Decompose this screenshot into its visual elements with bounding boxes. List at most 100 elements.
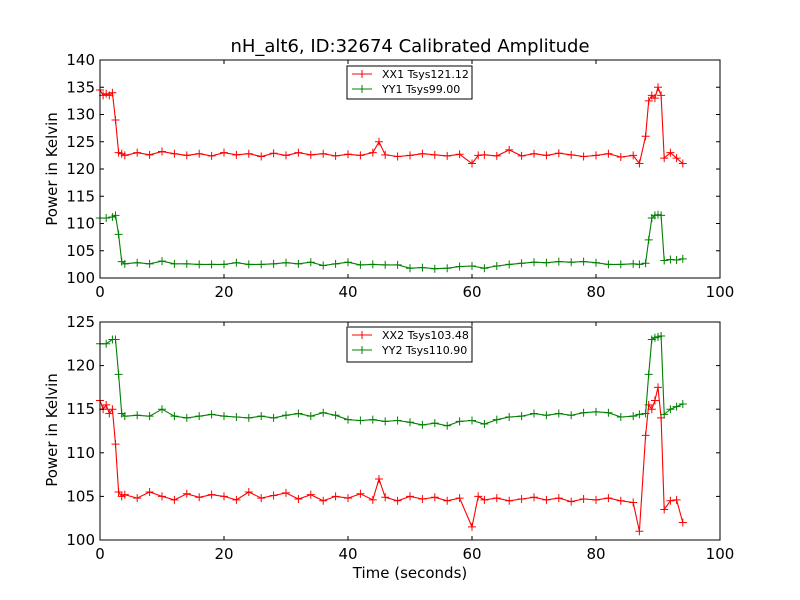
data-point [492, 151, 501, 160]
data-point [644, 96, 653, 105]
data-point [579, 408, 588, 417]
data-point [207, 410, 216, 419]
y-tick-label: 115 [66, 187, 95, 205]
data-point [368, 415, 377, 424]
data-point [480, 420, 489, 429]
data-point [306, 150, 315, 159]
x-tick-label: 0 [95, 283, 105, 301]
data-point [220, 148, 228, 157]
data-point [269, 491, 278, 500]
data-point [244, 413, 253, 422]
data-point [678, 518, 687, 527]
data-point [344, 150, 352, 159]
data-point [381, 150, 390, 159]
x-tick-label: 40 [338, 545, 357, 563]
data-point [657, 211, 666, 220]
data-point [443, 264, 452, 273]
legend-label: XX2 Tsys103.48 [382, 329, 469, 342]
data-point [542, 151, 551, 160]
data-point [604, 494, 613, 503]
y-tick-label: 115 [66, 400, 95, 418]
data-point [567, 258, 576, 267]
data-point [418, 149, 427, 158]
data-point [635, 260, 644, 269]
data-point [120, 151, 129, 160]
data-point [480, 264, 489, 273]
data-point [294, 259, 303, 268]
data-point [294, 409, 303, 418]
data-point [232, 258, 241, 267]
data-point [111, 115, 120, 124]
data-point [480, 150, 489, 159]
data-point [592, 495, 600, 504]
data-point [505, 496, 514, 505]
data-point [644, 235, 653, 244]
data-point [331, 259, 340, 268]
data-point [356, 416, 365, 425]
data-point [207, 490, 216, 499]
data-point [579, 257, 588, 266]
data-point [629, 412, 638, 421]
data-point [111, 335, 120, 344]
data-point [170, 149, 179, 158]
data-point [554, 494, 563, 503]
data-point [406, 492, 414, 501]
data-point [666, 148, 675, 157]
data-point [430, 150, 439, 159]
data-point [319, 408, 328, 417]
data-point [641, 431, 650, 440]
x-tick-label: 20 [214, 545, 233, 563]
data-point [672, 402, 681, 411]
data-point [635, 527, 644, 536]
data-point [650, 94, 659, 103]
data-point [170, 259, 179, 268]
data-point [257, 494, 266, 503]
legend-marker [358, 331, 366, 339]
data-point [616, 413, 625, 422]
data-point [629, 259, 638, 268]
data-point [244, 149, 253, 158]
data-point [393, 416, 402, 425]
data-point [381, 260, 390, 269]
data-point [492, 262, 501, 271]
data-point [356, 260, 365, 269]
data-point [480, 495, 489, 504]
data-point [108, 405, 117, 414]
data-point [678, 399, 687, 408]
data-point [468, 416, 476, 425]
data-point [133, 148, 142, 157]
data-point [120, 259, 129, 268]
data-point [641, 409, 650, 418]
data-point [542, 258, 551, 267]
data-point [170, 495, 179, 504]
data-point [114, 488, 123, 497]
y-tick-label: 110 [66, 215, 95, 233]
data-point [517, 495, 526, 504]
data-point [654, 83, 662, 92]
data-point [616, 153, 625, 162]
data-point [393, 496, 402, 505]
data-point [375, 137, 383, 146]
data-point [207, 260, 216, 269]
data-point [269, 149, 278, 158]
data-point [530, 493, 538, 502]
y-tick-label: 140 [66, 51, 95, 69]
data-point [220, 412, 228, 421]
data-point [660, 154, 669, 163]
data-point [430, 493, 439, 502]
data-point [170, 412, 179, 421]
data-point [182, 413, 191, 422]
data-point [108, 88, 117, 97]
data-point [344, 494, 352, 503]
data-point [672, 256, 681, 265]
data-point [418, 495, 427, 504]
data-point [455, 150, 464, 159]
data-point [182, 259, 191, 268]
data-point [604, 408, 613, 417]
data-point [294, 495, 303, 504]
data-point [650, 396, 659, 405]
data-point [635, 159, 644, 168]
data-point [133, 411, 142, 420]
data-point [666, 255, 675, 264]
data-point [443, 151, 452, 160]
